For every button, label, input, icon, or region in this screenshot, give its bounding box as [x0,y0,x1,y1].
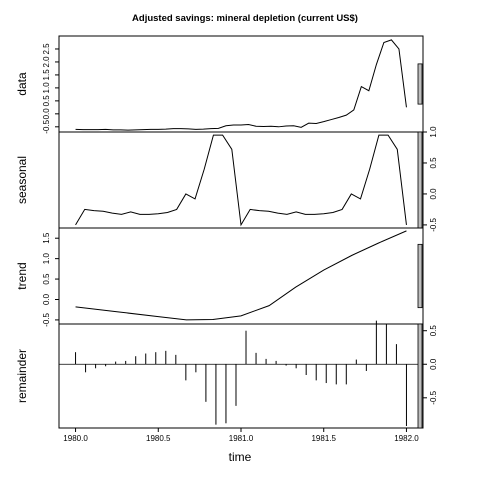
ytick-label-trend: -0.5 [42,312,51,326]
ylabel-remainder: remainder [15,349,29,403]
ytick-label-trend: 0.5 [42,273,51,285]
ytick-label-data: 1.0 [42,82,51,94]
panel-trend: -0.5 0.0 0.5 1.0 1.5 trend [15,227,424,327]
xtick-label: 1981.5 [311,434,336,443]
ytick-label-data: 2.0 [42,56,51,68]
scale-bar-trend [417,243,423,309]
ytick-label-data: 1.5 [42,69,51,81]
ytick-label-seasonal: 0.0 [429,188,438,200]
panels: -0.50.00.51.01.52.02.5data-0.50.00.51.0s… [15,35,438,429]
series-line-seasonal [75,134,407,227]
xtick-label: 1980.5 [146,434,171,443]
ytick-label-seasonal: 1.0 [429,126,438,138]
ytick-label-seasonal: 0.5 [429,157,438,169]
chart-title: Adjusted savings: mineral depletion (cur… [132,13,358,24]
ylabel-seasonal: seasonal [15,156,29,204]
panel-frame-remainder [58,323,424,429]
ytick-label-trend: 0.0 [42,293,51,305]
ytick-label-data: 2.5 [42,43,51,55]
ytick-label-trend: 1.0 [42,253,51,265]
ytick-label-seasonal: -0.5 [429,217,438,231]
ytick-label-remainder: -0.5 [429,390,438,404]
panel-frame-trend [58,227,424,325]
panel-seasonal: -0.5 0.0 0.5 1.0 seasonal [15,126,438,232]
ytick-label-data: 0.0 [42,108,51,120]
xtick-label: 1982.0 [394,434,419,443]
scale-bar-data [417,63,423,105]
panel-remainder: -0.5 0.0 0.5 remainder [15,320,438,429]
scale-bar-seasonal [417,131,423,229]
xtick-label: 1981.0 [229,434,254,443]
ytick-label-remainder: 0.5 [429,325,438,337]
panel-frame-data [58,35,424,133]
panel-data: -0.50.00.51.01.52.02.5 data [15,35,424,134]
series-line-data [75,39,407,131]
ylabel-data: data [15,72,29,96]
ylabel-trend: trend [15,262,29,289]
scale-bar-remainder [417,323,423,429]
x-axis-label: time [229,450,252,464]
series-line-trend [75,230,407,321]
ytick-label-data: 0.5 [42,95,51,107]
ytick-label-data: -0.5 [42,119,51,133]
xtick-label: 1980.0 [63,434,88,443]
x-axis: 1980.0 1980.5 1981.0 1981.5 1982.0 [63,428,419,443]
ytick-label-remainder: 0.0 [429,358,438,370]
ytick-label-trend: 1.5 [42,232,51,244]
